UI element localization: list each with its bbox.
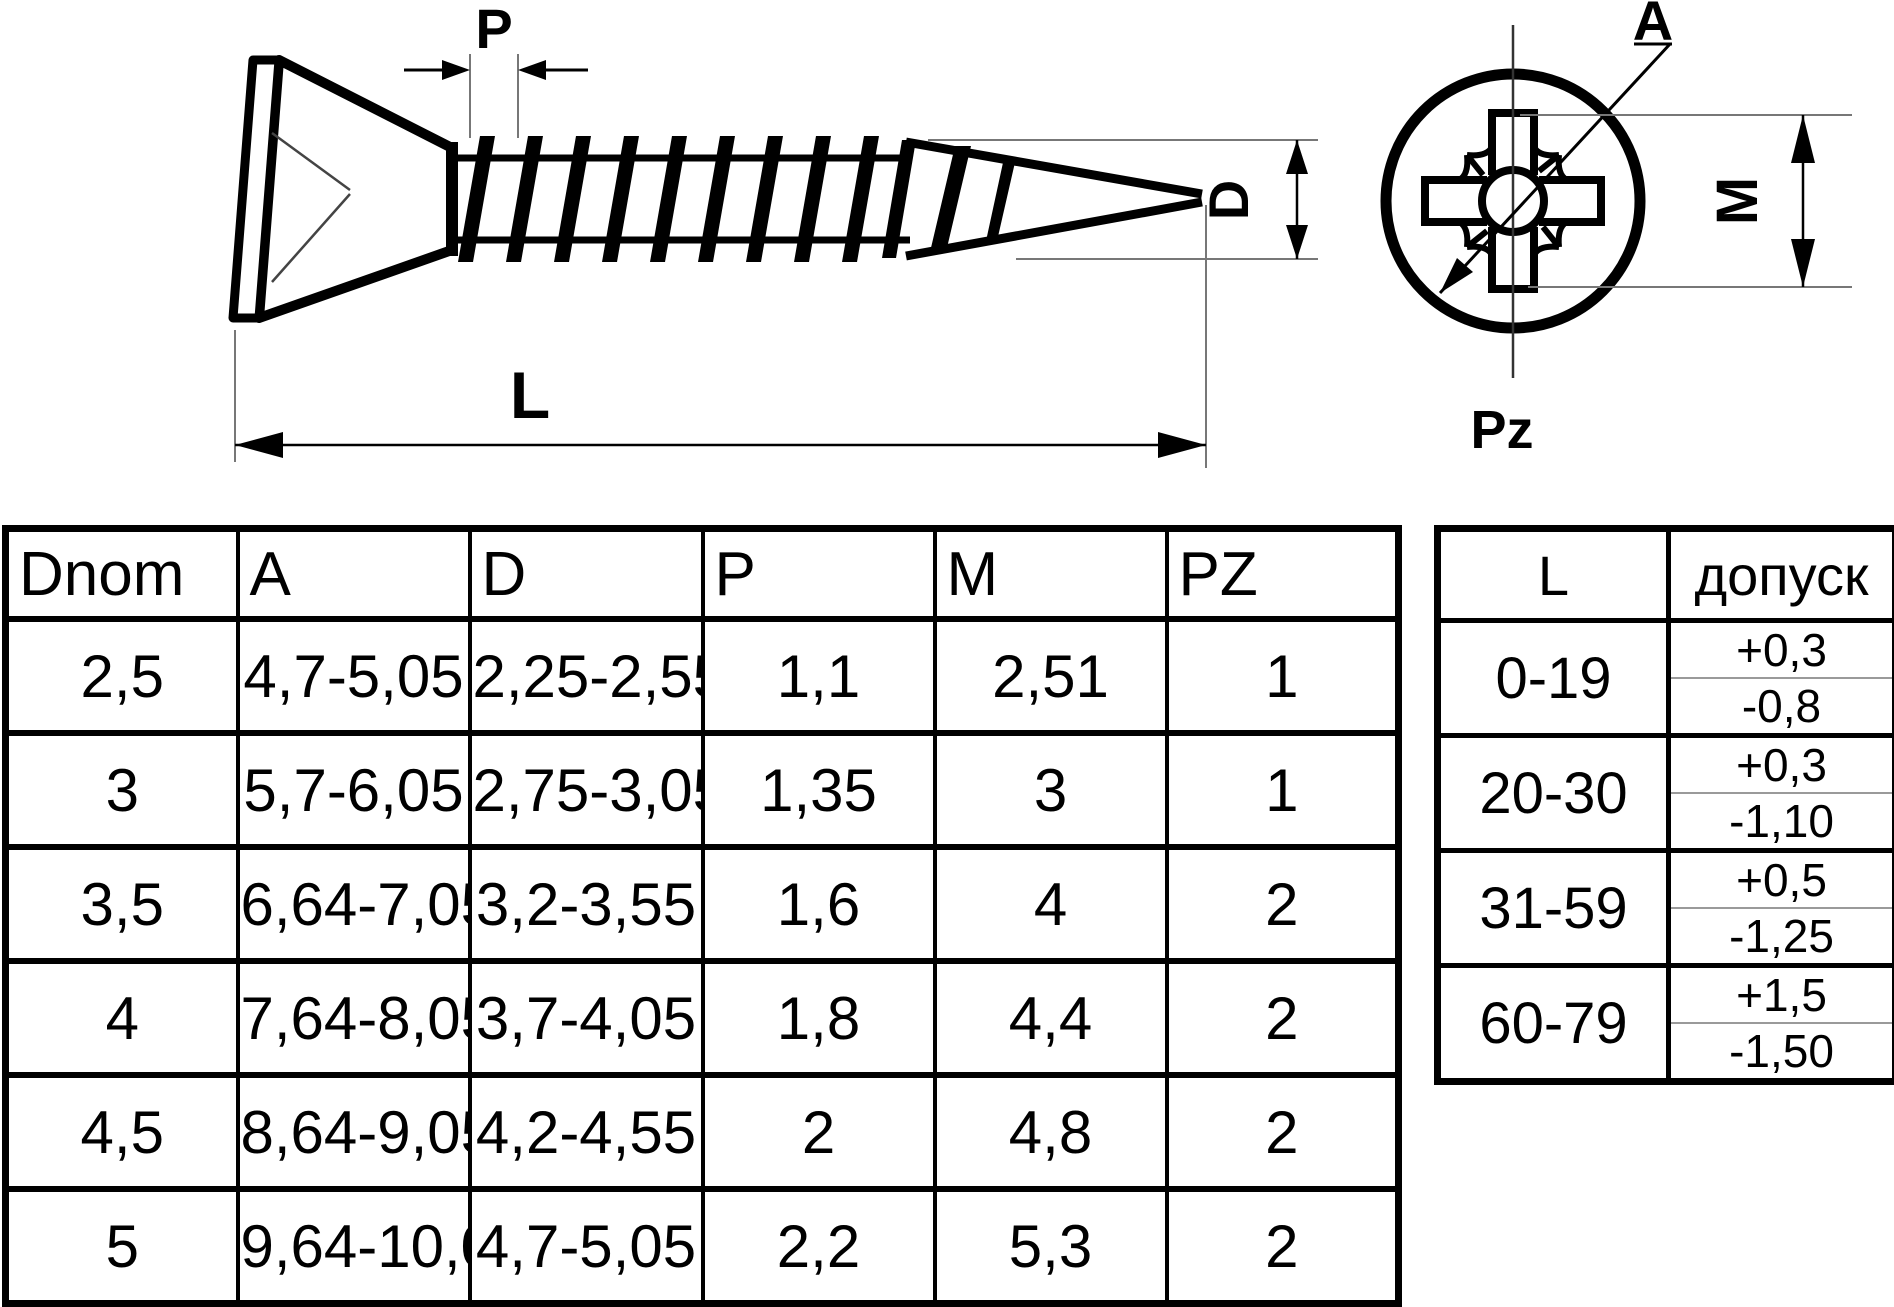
- length-label: L: [510, 358, 550, 432]
- table-row: 0-19 +0,3: [1438, 621, 1894, 679]
- col-header-length: L: [1438, 529, 1669, 621]
- screw-technical-drawing-page: { "drawing": { "labels": { "pitch": "P",…: [0, 0, 1894, 1252]
- arrow-up-icon: [1286, 140, 1308, 174]
- screw-head-cone: [259, 60, 452, 318]
- callout-a-label: A: [1633, 0, 1673, 52]
- col-header-a: A: [238, 529, 470, 620]
- col-header-p: P: [703, 529, 935, 620]
- col-header-dnom: Dnom: [6, 529, 238, 620]
- pitch-label: P: [475, 0, 512, 60]
- technical-drawing: P D L: [0, 0, 1894, 525]
- col-header-pz: PZ: [1167, 529, 1399, 620]
- length-tolerance-table: L допуск 0-19 +0,3 -0,8 20-30 +0,3 -1,10…: [1434, 525, 1894, 1085]
- arrow-down-icon: [1791, 239, 1815, 287]
- screw-head-front-view: A M Pz: [1386, 0, 1852, 460]
- table-row: 4 7,64-8,05 3,7-4,05 1,8 4,4 2: [6, 961, 1399, 1075]
- table-row: 60-79 +1,5: [1438, 966, 1894, 1024]
- table-header-row: L допуск: [1438, 529, 1894, 621]
- screw-dimensions-table: Dnom A D P M PZ 2,5 4,7-5,05 2,25-2,55 1…: [2, 525, 1402, 1307]
- table-row: 20-30 +0,3: [1438, 736, 1894, 794]
- recess-size-label: M: [1705, 177, 1770, 225]
- screw-side-view: [233, 60, 1202, 318]
- table-row: 2,5 4,7-5,05 2,25-2,55 1,1 2,51 1: [6, 619, 1399, 733]
- arrow-up-icon: [1791, 115, 1815, 163]
- pitch-dimension: P: [404, 0, 588, 138]
- col-header-d: D: [470, 529, 703, 620]
- col-header-m: M: [935, 529, 1167, 620]
- table-row: 5 9,64-10,05 4,7-5,05 2,2 5,3 2: [6, 1189, 1399, 1304]
- arrow-left-icon: [235, 432, 283, 458]
- table-header-row: Dnom A D P M PZ: [6, 529, 1399, 620]
- screw-tip: [906, 142, 1202, 256]
- table-row: 3 5,7-6,05 2,75-3,05 1,35 3 1: [6, 733, 1399, 847]
- table-row: 31-59 +0,5: [1438, 851, 1894, 909]
- arrow-right-icon: [1158, 432, 1206, 458]
- arrow-down-icon: [1286, 225, 1308, 259]
- table-row: 3,5 6,64-7,05 3,2-3,55 1,6 4 2: [6, 847, 1399, 961]
- arrow-right-icon: [442, 60, 470, 80]
- col-header-tolerance: допуск: [1669, 529, 1894, 621]
- recess-type-label: Pz: [1470, 400, 1533, 460]
- table-row: 4,5 8,64-9,05 4,2-4,55 2 4,8 2: [6, 1075, 1399, 1189]
- arrow-left-icon: [518, 60, 546, 80]
